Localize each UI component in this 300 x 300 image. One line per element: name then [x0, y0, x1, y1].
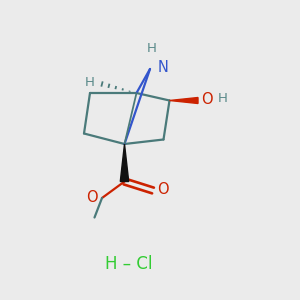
Text: O: O [201, 92, 213, 106]
Text: H – Cl: H – Cl [105, 255, 153, 273]
Text: O: O [86, 190, 98, 205]
Polygon shape [120, 144, 129, 182]
Polygon shape [169, 98, 198, 103]
Text: O: O [158, 182, 169, 197]
Text: H: H [147, 42, 156, 55]
Text: H: H [85, 76, 94, 89]
Text: N: N [158, 60, 168, 75]
Text: H: H [218, 92, 227, 106]
